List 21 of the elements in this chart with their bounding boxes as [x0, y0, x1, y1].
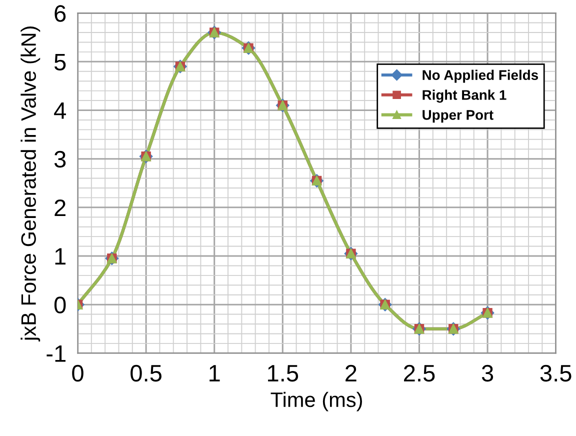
y-axis-title: jxB Force Generated in Valve (kN)	[20, 26, 40, 342]
x-tick-label: 0	[72, 364, 84, 382]
x-tick-label: 3.5	[540, 364, 572, 382]
x-tick-label: 2.5	[404, 364, 435, 382]
legend-label: No Applied Fields	[422, 70, 538, 83]
y-tick-label: 5	[54, 54, 66, 70]
x-tick-label: 0.5	[130, 364, 162, 382]
y-tick-label: 3	[54, 150, 66, 168]
legend-label: Upper Port	[422, 110, 494, 123]
y-tick-label: 4	[54, 102, 66, 119]
x-tick-label: 1.5	[268, 365, 298, 382]
x-tick-label: 2	[346, 364, 356, 382]
y-tick-label: 6	[54, 5, 66, 22]
y-tick-label: -1	[46, 345, 66, 362]
x-tick-label: 3	[482, 364, 494, 382]
legend-label: Right Bank 1	[422, 90, 506, 103]
y-tick-label: 1	[55, 248, 66, 265]
y-tick-label: 0	[54, 296, 66, 314]
x-axis-title: Time (ms)	[270, 392, 362, 412]
y-tick-label: 2	[54, 199, 66, 216]
x-tick-label: 1	[210, 365, 220, 382]
